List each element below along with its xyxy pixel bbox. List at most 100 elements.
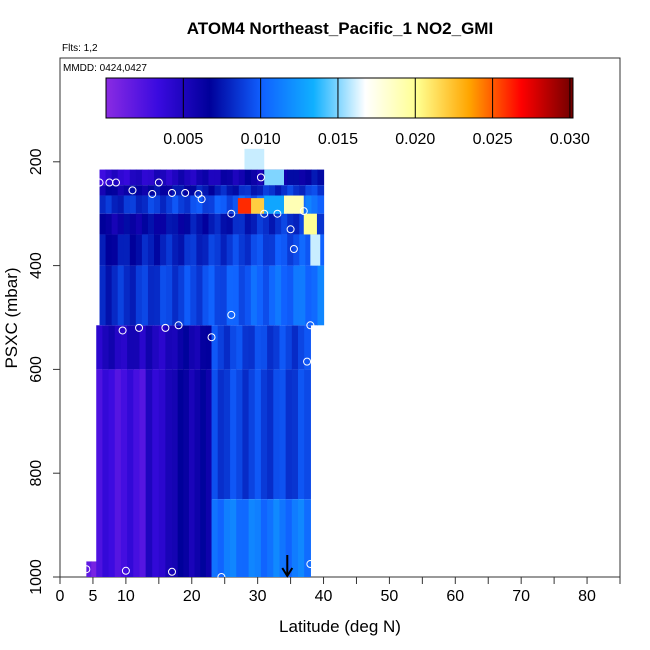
heatmap-cell (105, 265, 113, 326)
heatmap-cell (293, 265, 300, 326)
observation-point (161, 323, 170, 332)
heatmap-cell (99, 195, 107, 214)
heatmap-cell (214, 195, 222, 214)
observation-point (135, 323, 144, 332)
heatmap-cell (123, 195, 131, 214)
heatmap-cell (248, 325, 256, 370)
heatmap-cell (238, 185, 246, 196)
observation-point (303, 357, 312, 366)
heatmap-cell (226, 265, 234, 326)
heatmap-cell (226, 234, 234, 266)
x-tick-label: 10 (117, 588, 135, 605)
heatmap-cell (232, 185, 240, 196)
heatmap-cell (111, 213, 119, 235)
heatmap-cell (178, 195, 185, 214)
heatmap-cell (279, 325, 287, 370)
heatmap-cell (202, 185, 210, 196)
heatmap-cell (223, 499, 231, 577)
observation-point (260, 209, 269, 218)
heatmap-cell (184, 265, 191, 326)
heatmap-cell (196, 195, 204, 214)
heatmap-cell (303, 213, 317, 235)
heatmap-cell (120, 325, 128, 370)
heatmap-cell (154, 234, 161, 266)
observation-point (286, 225, 295, 234)
x-tick-label: 60 (446, 588, 464, 605)
heatmap-cell (111, 234, 119, 266)
heatmap-cell (123, 265, 131, 326)
heatmap-cell (111, 185, 119, 196)
heatmap-cell (260, 325, 268, 370)
heatmap-cell (311, 185, 319, 196)
heatmap-cell (262, 265, 270, 326)
heatmap-cell (254, 499, 262, 577)
heatmap-cell (256, 169, 264, 186)
heatmap-cell (123, 213, 131, 235)
heatmap-cell (160, 195, 167, 214)
heatmap-cell (305, 265, 313, 326)
observation-point (148, 189, 157, 198)
heatmap-cell (172, 185, 179, 196)
heatmap-cell (232, 169, 240, 186)
heatmap-cell (236, 369, 244, 500)
heatmap-cell (141, 213, 149, 235)
heatmap-cell (99, 265, 107, 326)
heatmap-cell (202, 195, 210, 214)
heatmap-cell (129, 213, 137, 235)
heatmap-cell (196, 169, 204, 186)
heatmap-cell (311, 265, 319, 326)
y-tick-label: 800 (28, 460, 45, 487)
heatmap-cell (184, 234, 191, 266)
heatmap-cell (250, 169, 258, 186)
heatmap-cell (317, 213, 325, 235)
heatmap-cell (244, 213, 252, 235)
observation-point (197, 195, 206, 204)
heatmap-cell (317, 195, 325, 214)
heatmap-cell (178, 265, 185, 326)
heatmap-cell (285, 369, 293, 500)
heatmap-cell (242, 499, 250, 577)
observation-point (299, 207, 308, 216)
observation-point (207, 333, 216, 342)
heatmap-cell (220, 234, 228, 266)
heatmap-cell (183, 369, 190, 577)
observation-point (112, 178, 120, 187)
heatmap-cell (304, 325, 311, 370)
colorbar-tick-label: 0.025 (473, 131, 513, 148)
heatmap-cell (244, 169, 252, 186)
colorbar-divisions (182, 78, 571, 118)
heatmap-cell (102, 325, 110, 370)
heatmap-cell (262, 185, 270, 196)
observation-point (181, 188, 190, 197)
heatmap-cell (238, 169, 246, 186)
heatmap-cell (279, 369, 287, 500)
heatmap-cell (242, 369, 250, 500)
heatmap-cell (256, 234, 264, 266)
heatmap-cell (256, 265, 264, 326)
x-axis: 0 5 10 20 30 40 50 60 70 80 (56, 577, 621, 605)
heatmap-cell (160, 234, 167, 266)
heatmap-cell (220, 185, 228, 196)
colorbar (105, 77, 574, 119)
heatmap-cell (172, 325, 179, 370)
heatmap-cell (166, 195, 173, 214)
heatmap-cell (172, 369, 179, 577)
heatmap-cell (135, 234, 143, 266)
heatmap-cell (262, 234, 270, 266)
heatmap-cell (117, 234, 125, 266)
heatmap-cell (279, 499, 287, 577)
heatmap-cell (284, 195, 304, 214)
plot-frame (59, 57, 621, 578)
observation-point (121, 566, 130, 575)
y-tick-label: 200 (28, 148, 45, 175)
heatmap-cell (96, 325, 104, 370)
heatmap-cell (238, 213, 246, 235)
heatmap-cell (230, 499, 237, 577)
heatmap-cell (172, 213, 179, 235)
heatmap-cell (264, 195, 284, 214)
heatmap-cell (177, 325, 184, 370)
heatmap-cell (154, 169, 161, 186)
heatmap-cell (232, 195, 240, 214)
heatmap-cell (310, 234, 321, 266)
